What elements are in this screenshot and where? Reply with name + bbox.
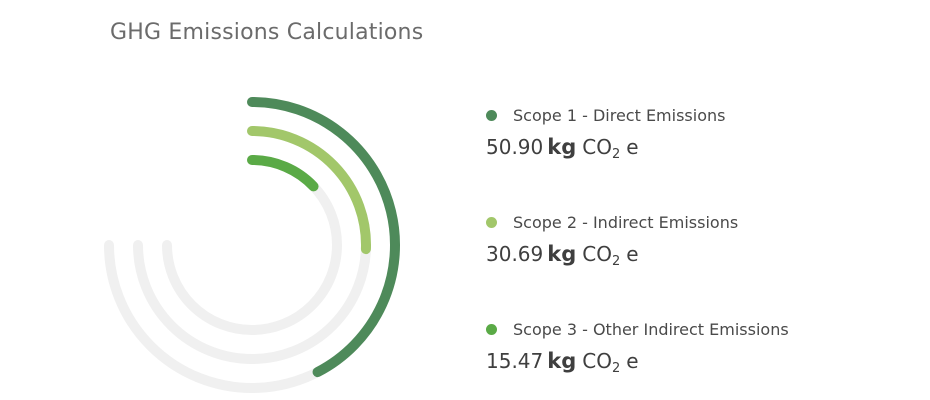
value-suffix: e <box>626 135 639 159</box>
legend-value-scope-1: 50.90 kg CO2 e <box>486 135 725 162</box>
legend-label-scope-2: Scope 2 - Indirect Emissions <box>513 212 739 232</box>
value-number: 50.90 <box>486 135 544 159</box>
value-subscript: 2 <box>611 147 621 162</box>
value-arc-scope-1 <box>247 97 400 378</box>
value-arc-scope-3 <box>247 155 319 192</box>
chart-title: GHG Emissions Calculations <box>110 20 424 45</box>
legend-value-scope-3: 15.47 kg CO2 e <box>486 349 789 376</box>
value-unit: kg <box>547 242 577 266</box>
legend-label-scope-1: Scope 1 - Direct Emissions <box>513 105 726 125</box>
value-gas: CO <box>582 135 612 159</box>
value-subscript: 2 <box>611 254 621 269</box>
value-number: 30.69 <box>486 242 544 266</box>
value-unit: kg <box>547 349 577 373</box>
value-number: 15.47 <box>486 349 544 373</box>
value-gas: CO <box>582 349 612 373</box>
legend-label-scope-3: Scope 3 - Other Indirect Emissions <box>513 319 789 339</box>
value-suffix: e <box>626 242 639 266</box>
legend-dot-scope-3 <box>486 323 497 335</box>
value-arc-scope-2 <box>247 126 371 255</box>
legend-item-scope-2: Scope 2 - Indirect Emissions 30.69 kg CO2 e <box>486 210 738 269</box>
legend-value-scope-2: 30.69 kg CO2 e <box>486 242 738 269</box>
radial-bar-chart <box>104 97 400 393</box>
legend-item-scope-1: Scope 1 - Direct Emissions 50.90 kg CO2 e <box>486 103 725 162</box>
value-suffix: e <box>626 349 639 373</box>
legend-dot-scope-2 <box>486 216 497 228</box>
legend-dot-scope-1 <box>486 109 497 121</box>
legend-item-scope-3: Scope 3 - Other Indirect Emissions 15.47… <box>486 317 789 376</box>
value-unit: kg <box>547 135 577 159</box>
value-subscript: 2 <box>611 361 621 376</box>
value-gas: CO <box>582 242 612 266</box>
